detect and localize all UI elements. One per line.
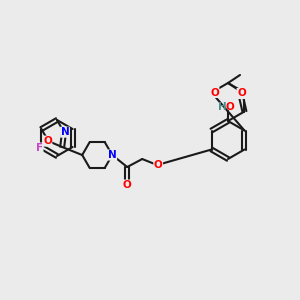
Text: N: N [61, 127, 69, 137]
Text: O: O [210, 88, 219, 98]
Text: O: O [237, 88, 246, 98]
Text: O: O [226, 102, 234, 112]
Text: O: O [43, 136, 52, 146]
Text: F: F [36, 143, 43, 153]
Text: N: N [108, 150, 117, 160]
Text: H: H [218, 102, 226, 112]
Text: O: O [154, 160, 163, 170]
Text: O: O [123, 180, 132, 190]
